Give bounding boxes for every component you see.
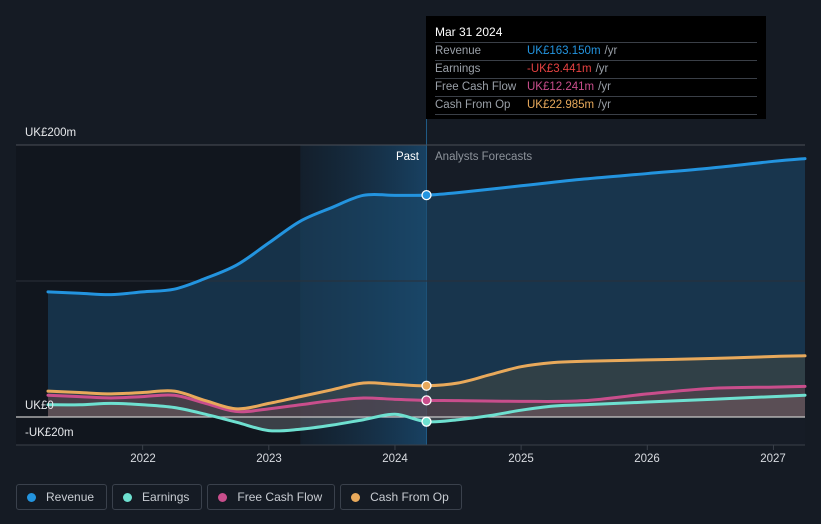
- x-tick-label-2025: 2025: [508, 453, 534, 465]
- tooltip-row-revenue: Revenue UK£163.150m /yr: [435, 43, 757, 61]
- legend-item-cash-from-op[interactable]: Cash From Op: [340, 484, 462, 510]
- tooltip-value: -UK£3.441m: [527, 63, 592, 75]
- tooltip-unit: /yr: [598, 99, 611, 111]
- tooltip: Mar 31 2024 Revenue UK£163.150m /yr Earn…: [426, 16, 766, 119]
- tooltip-label: Free Cash Flow: [435, 81, 517, 93]
- forecast-label: Analysts Forecasts: [435, 151, 532, 163]
- x-tick-label-2023: 2023: [256, 453, 282, 465]
- revenue-marker[interactable]: [421, 189, 432, 201]
- legend-item-earnings[interactable]: Earnings: [112, 484, 203, 510]
- tooltip-label: Cash From Op: [435, 99, 511, 111]
- cash-from-op-line: [46, 354, 807, 411]
- tooltip-date: Mar 31 2024: [435, 24, 757, 43]
- y-tick-label-200: UK£200m: [25, 127, 76, 139]
- tooltip-value: UK£163.150m: [527, 45, 601, 57]
- tooltip-row-cash-from-op: Cash From Op UK£22.985m /yr: [435, 97, 757, 115]
- tooltip-unit: /yr: [604, 45, 618, 57]
- cash-from-op-dot-icon: [351, 492, 361, 502]
- x-tick-label-2027: 2027: [760, 453, 786, 465]
- free-cash-flow-marker[interactable]: [421, 395, 432, 406]
- x-tick-label-2026: 2026: [634, 453, 660, 465]
- chart: UK£200m UK£0 -UK£20m 2022 2023 2024 2025…: [16, 118, 807, 465]
- legend: Revenue Earnings Free Cash Flow Cash Fro…: [16, 484, 462, 510]
- legend-item-free-cash-flow[interactable]: Free Cash Flow: [207, 484, 336, 510]
- tooltip-row-earnings: Earnings -UK£3.441m /yr: [435, 61, 757, 79]
- free-cash-flow-line: [46, 384, 807, 414]
- tooltip-unit: /yr: [598, 81, 611, 93]
- revenue-dot-icon: [27, 492, 36, 502]
- legend-label: Revenue: [46, 490, 95, 504]
- legend-label: Earnings: [142, 490, 190, 504]
- earnings-line: [46, 393, 807, 433]
- revenue-line: [46, 157, 807, 297]
- cash-from-op-marker[interactable]: [421, 380, 432, 391]
- x-tick-label-2024: 2024: [382, 453, 408, 465]
- y-tick-label-neg20: -UK£20m: [25, 427, 74, 439]
- legend-item-revenue[interactable]: Revenue: [16, 484, 108, 510]
- tooltip-label: Earnings: [435, 63, 481, 75]
- tooltip-value: UK£22.985m: [527, 99, 595, 111]
- y-tick-label-0: UK£0: [25, 400, 54, 412]
- tooltip-label: Revenue: [435, 45, 482, 57]
- tooltip-row-free-cash-flow: Free Cash Flow UK£12.241m /yr: [435, 79, 757, 97]
- tooltip-value: UK£12.241m: [527, 81, 595, 93]
- revenue-area: [48, 158, 805, 417]
- tooltip-unit: /yr: [595, 63, 609, 75]
- legend-label: Cash From Op: [370, 490, 449, 504]
- past-label: Past: [396, 151, 420, 163]
- earnings-dot-icon: [123, 492, 133, 502]
- earnings-marker[interactable]: [421, 416, 432, 427]
- legend-label: Free Cash Flow: [237, 490, 323, 504]
- free-cash-flow-dot-icon: [218, 492, 228, 502]
- x-tick-label-2022: 2022: [130, 453, 156, 465]
